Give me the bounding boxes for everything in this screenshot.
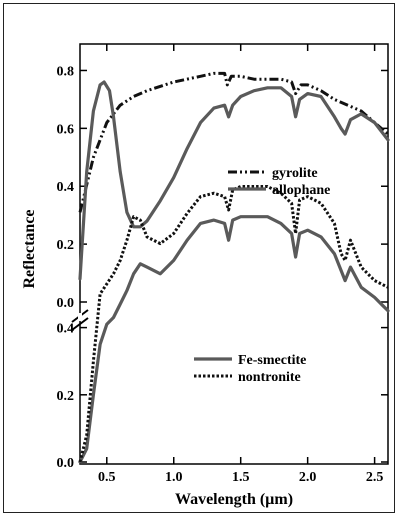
x-tick-label: 1.5	[232, 470, 250, 485]
legend-label: nontronite	[238, 370, 301, 385]
axis-break-mark	[71, 317, 89, 331]
series-layer	[78, 71, 390, 464]
y-tick-label: 0.4	[57, 180, 75, 195]
axes-layer: 0.5 1.0 1.5 2.0 2.5 0.0 0.2 0.4 0.6 0.8 0.0 0.2 0.4	[57, 44, 388, 485]
series-gyrolite-line	[78, 71, 389, 213]
chart-frame: 0.5 1.0 1.5 2.0 2.5 0.0 0.2 0.4 0.6 0.8 0.0 0.2 0.4 …	[3, 3, 395, 513]
series-fe-smectite-line	[78, 215, 390, 464]
y-tick-label: 0.2	[57, 238, 75, 253]
y-axis-label: Reflectance	[21, 209, 38, 288]
x-axis-label: Wavelength (µm)	[175, 491, 293, 508]
y-tick-label: 0.2	[57, 389, 75, 404]
y-tick-label: 0.8	[57, 64, 75, 79]
y-tick-label: 0.6	[57, 122, 75, 137]
axis-break-gap	[78, 313, 82, 321]
legend-label: allophane	[272, 183, 330, 198]
series-nontronite-line	[78, 185, 389, 463]
x-tick-label: 0.5	[98, 470, 116, 485]
reflectance-chart: 0.5 1.0 1.5 2.0 2.50.00.20.40.60.80.00.20.4 …	[21, 43, 390, 508]
x-tick-label: 1.0	[165, 470, 183, 485]
legend-label: gyrolite	[272, 166, 318, 181]
legend-label: Fe-smectite	[238, 353, 306, 368]
y-tick-label: 0.4	[57, 322, 75, 337]
x-tick-label: 2.0	[299, 470, 317, 485]
y-tick-label: 0.0	[57, 296, 75, 311]
legend-layer: gyrolite allophane Fe-smectite nontronite	[194, 166, 330, 385]
y-tick-label: 0.0	[57, 456, 75, 471]
x-tick-label: 2.5	[366, 470, 384, 485]
series-allophane-line	[78, 80, 390, 281]
